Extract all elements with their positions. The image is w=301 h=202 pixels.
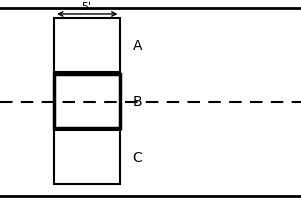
- Bar: [54, 130, 120, 184]
- Bar: [54, 19, 120, 73]
- Text: A: A: [132, 39, 142, 53]
- Bar: [54, 75, 120, 128]
- Text: B: B: [132, 95, 142, 108]
- Text: C: C: [132, 150, 142, 164]
- Text: 5': 5': [81, 2, 91, 12]
